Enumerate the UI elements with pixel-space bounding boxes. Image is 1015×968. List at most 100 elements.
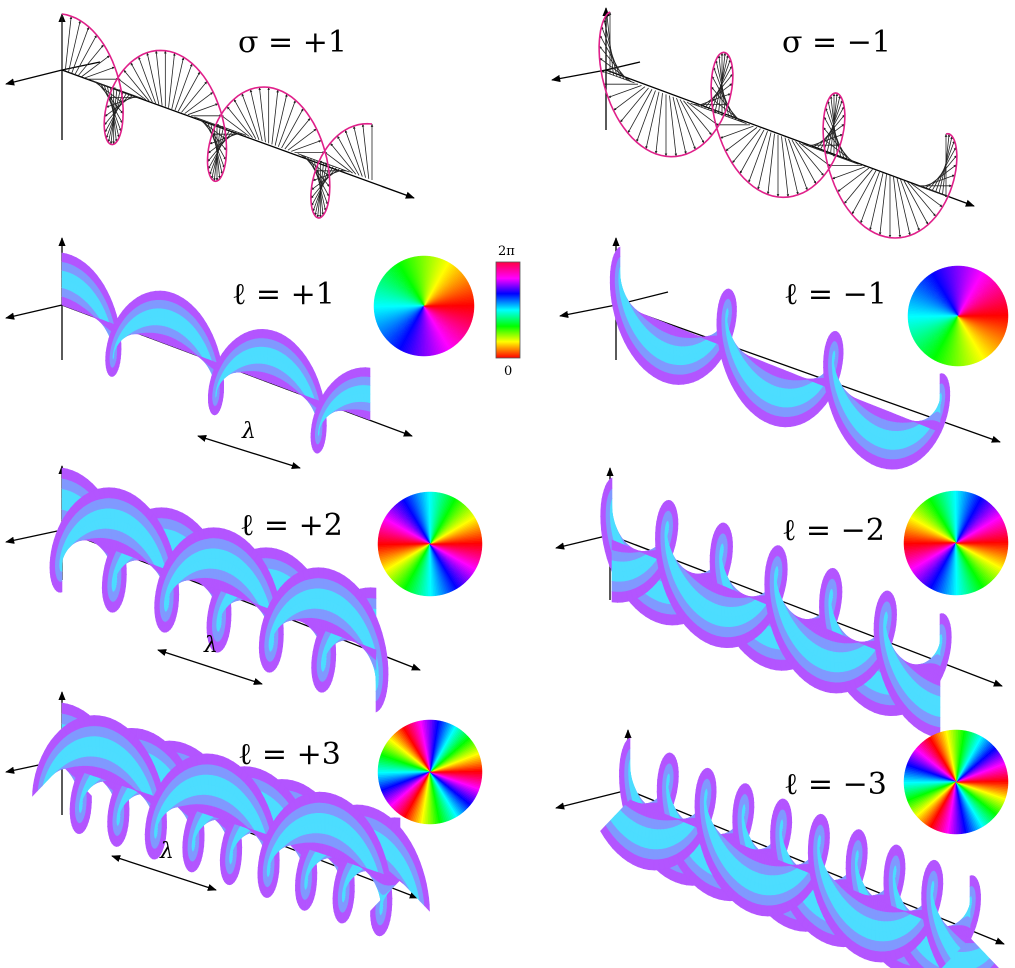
field-vector xyxy=(233,98,257,139)
wavefront-facet xyxy=(262,328,268,339)
wavefront-facet xyxy=(882,429,888,441)
field-vector xyxy=(77,44,105,76)
wavefront-facet xyxy=(216,578,220,591)
field-vector xyxy=(710,86,740,122)
wavefront-facet xyxy=(663,362,670,374)
field-vector xyxy=(795,141,825,177)
field-vector xyxy=(822,126,852,162)
wavelength-label: λ xyxy=(241,419,256,444)
field-vector xyxy=(64,15,73,72)
wavefront-facet xyxy=(108,487,115,499)
field-vector xyxy=(600,70,635,84)
field-vector xyxy=(921,174,956,188)
field-vector xyxy=(74,34,98,75)
field-vector xyxy=(757,132,772,191)
wavefront-facet xyxy=(257,328,264,339)
field-vector xyxy=(353,125,366,178)
wavefront-facet xyxy=(161,517,167,530)
field-vector xyxy=(117,78,147,101)
wavefront-facet xyxy=(262,337,268,348)
field-vector xyxy=(781,136,790,198)
wavefront-facet xyxy=(669,344,674,356)
field-vector xyxy=(860,171,880,224)
wavefront-facet xyxy=(318,567,325,579)
field-vector xyxy=(713,66,733,119)
wavefront-facet xyxy=(876,456,883,469)
field-vector xyxy=(171,56,185,110)
panel-ell-plus-1: ℓ = +1 λ xyxy=(5,237,475,470)
wavefront-facet xyxy=(160,299,165,310)
field-vector xyxy=(900,179,920,232)
wavefront-facet xyxy=(213,527,220,539)
field-vector xyxy=(893,176,902,239)
wavefront-facet xyxy=(881,448,888,460)
colorbar-bottom-label: 0 xyxy=(504,364,512,379)
field-vector xyxy=(910,182,943,208)
wavefront-facet xyxy=(370,587,377,599)
field-vector xyxy=(323,151,353,174)
wavefront-facet xyxy=(367,410,371,421)
field-vector xyxy=(220,114,250,137)
wavefront-facet xyxy=(318,577,325,590)
polarization-helix xyxy=(598,11,958,239)
wavefront-facet xyxy=(776,376,781,389)
field-vector xyxy=(104,94,134,117)
wavefront-facet xyxy=(312,567,320,579)
panel-sigma-plus: σ = +1 xyxy=(5,13,415,219)
wavefront-facet xyxy=(776,386,781,398)
field-vector xyxy=(598,45,628,81)
panel-sigma-minus: σ = −1 xyxy=(551,7,975,239)
panel-ell-plus-2: ℓ = +2 λ xyxy=(5,465,483,713)
wavefront-facet xyxy=(109,497,115,510)
polarization-envelope xyxy=(598,11,958,239)
wavefront-facet xyxy=(375,700,379,713)
field-vector xyxy=(105,95,137,108)
field-vector xyxy=(68,20,81,73)
panel-label: σ = −1 xyxy=(782,25,891,60)
field-vector xyxy=(336,135,360,176)
field-vector xyxy=(187,103,219,116)
field-vector xyxy=(831,166,866,180)
wavefront-facet xyxy=(883,419,888,431)
phase-wheel xyxy=(907,265,1009,367)
wavefront-facet xyxy=(208,527,215,539)
field-vector xyxy=(207,131,237,154)
field-vector xyxy=(825,107,845,160)
field-vector xyxy=(307,156,330,197)
wavefront-facet xyxy=(366,401,371,412)
wavefront-facet xyxy=(215,558,220,570)
wavefront-facet xyxy=(777,367,781,379)
polarization-envelope xyxy=(61,13,373,219)
wavefront-facet xyxy=(265,547,272,559)
field-vector xyxy=(310,167,337,199)
field-vector xyxy=(287,128,317,151)
wavefront-facet xyxy=(672,374,679,385)
field-vector xyxy=(318,160,350,173)
wavefront-facet xyxy=(938,411,941,423)
field-vector xyxy=(258,86,266,143)
field-vector xyxy=(226,106,253,138)
wavefront-facet xyxy=(320,608,325,621)
wavefront-facet xyxy=(103,487,110,499)
field-vector xyxy=(100,83,123,124)
field-vector xyxy=(599,57,632,82)
wavefront-facet xyxy=(160,307,165,318)
panel-ell-minus-1: ℓ = −1 xyxy=(559,237,1009,470)
field-vector xyxy=(824,151,859,165)
wavefront-facet xyxy=(264,372,268,383)
field-vector xyxy=(679,99,705,144)
wavefront-facet xyxy=(263,346,268,357)
wavefront-facet xyxy=(662,371,670,384)
wavefront-facet xyxy=(882,438,888,450)
field-vector xyxy=(924,164,957,189)
field-vector xyxy=(869,173,884,231)
field-vector xyxy=(712,111,747,124)
field-vector xyxy=(155,50,163,106)
wavefront-facet xyxy=(670,334,674,346)
field-vector xyxy=(788,138,808,191)
field-vector xyxy=(619,87,649,123)
field-vector xyxy=(138,56,157,104)
field-vector xyxy=(837,167,870,193)
field-vector xyxy=(686,101,719,127)
wavefront-facet xyxy=(215,568,220,581)
